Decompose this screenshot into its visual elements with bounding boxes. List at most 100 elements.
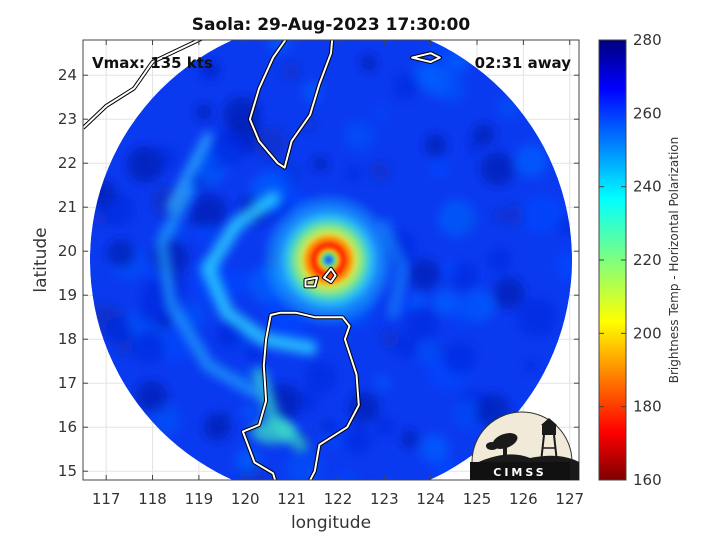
coastline-ryukyu [411,52,441,63]
x-tick-label: 120 [231,490,260,508]
colorbar-label: Brightness Temp - Horizontal Polarizatio… [667,137,681,384]
x-tick-label: 122 [324,490,353,508]
texture-blob [211,129,248,165]
texture-blob [258,485,270,497]
texture-blob [238,367,254,382]
y-tick-label: 21 [58,198,77,216]
texture-blob [411,294,426,309]
x-tick-label: 126 [509,490,538,508]
rain-band-patch [251,419,296,444]
texture-blob [522,195,561,234]
y-axis-ticks: 15 16 17 18 19 20 21 22 23 24 [58,66,579,480]
texture-blob [514,144,548,178]
logo-text: CIMSS [493,466,546,479]
logo-banner [470,462,570,480]
coastline-luzon [241,311,360,480]
texture-blob [253,126,288,161]
texture-blob [312,156,329,172]
texture-blob [342,424,373,454]
coastline-china [83,40,202,129]
texture-blob [235,448,261,474]
y-tick-label: 24 [58,66,77,84]
texture-blob [126,145,164,184]
texture-blob [453,398,482,428]
texture-blob [405,306,440,341]
colorbar-tick-label: 260 [633,104,662,122]
brightness-temp-swath [89,40,573,497]
texture-blob [105,317,131,342]
texture-blob [195,103,213,121]
texture-blob [524,358,539,373]
texture-blob [132,330,166,364]
y-tick-label: 23 [58,110,77,128]
texture-blob [374,416,396,437]
texture-blob [420,434,449,463]
y-tick-label: 19 [58,286,77,304]
texture-blob [281,61,302,82]
x-tick-label: 123 [370,490,399,508]
texture-blob [503,204,525,226]
texture-blob [297,390,319,412]
texture-blob [486,247,512,273]
texture-blob [135,380,168,413]
texture-blob [432,289,459,316]
tower-icon [542,425,556,435]
texture-blob [554,250,573,281]
storm-eye [323,255,334,265]
dish-icon [492,433,518,449]
texture-blob [517,297,557,338]
texture-blob [107,239,136,268]
texture-blob [369,160,391,182]
texture-blob [491,209,505,223]
texture-blob [557,215,573,236]
colorbar-tick-label: 160 [633,471,662,489]
y-tick-label: 20 [58,242,77,260]
texture-blob [424,133,447,157]
x-axis-ticks: 117 118 119 120 121 122 123 124 125 126 127 [92,40,584,508]
colorbar-ticks: 160 180 200 220 240 260 280 [599,31,662,489]
x-tick-label: 118 [138,490,167,508]
texture-blob [268,40,291,52]
y-axis-label: latitude [31,227,51,292]
vmax-annotation: Vmax: 135 kts [92,54,213,72]
y-tick-label: 18 [58,330,77,348]
texture-blob [408,258,441,291]
texture-blob [348,392,380,424]
coastlines [83,40,442,480]
texture-blob [273,310,305,342]
texture-blob [400,429,420,449]
chart-title: Saola: 29-Aug-2023 17:30:00 [192,15,471,35]
texture-blob [203,413,231,441]
texture-blob [242,404,258,420]
y-tick-label: 22 [58,154,77,172]
y-tick-label: 16 [58,418,77,436]
texture-blob [376,376,390,389]
texture-blob [225,269,251,295]
texture-blob [472,123,495,146]
texture-blob [455,294,478,316]
x-axis-label: longitude [291,513,371,533]
x-tick-label: 125 [463,490,492,508]
swath-texture [89,40,573,497]
dish-icon-small [486,442,498,450]
texture-blob [480,151,515,186]
coastline-taiwan [248,40,334,169]
texture-blob [429,159,449,179]
texture-blob [374,106,389,121]
texture-blob [443,341,477,375]
cimss-logo: CIMSS [470,411,579,480]
coastline-calayan [304,276,319,288]
texture-blob [438,200,476,237]
rain-band [201,191,318,355]
x-tick-label: 121 [277,490,306,508]
texture-blob [442,262,458,278]
texture-blob [545,205,564,224]
x-tick-label: 127 [555,490,584,508]
x-tick-label: 117 [92,490,121,508]
texture-blob [344,120,375,152]
texture-blob [466,140,482,156]
y-tick-label: 15 [58,462,77,480]
colorbar-tick-label: 180 [633,398,662,416]
texture-blob [359,54,378,72]
y-tick-label: 17 [58,374,77,392]
